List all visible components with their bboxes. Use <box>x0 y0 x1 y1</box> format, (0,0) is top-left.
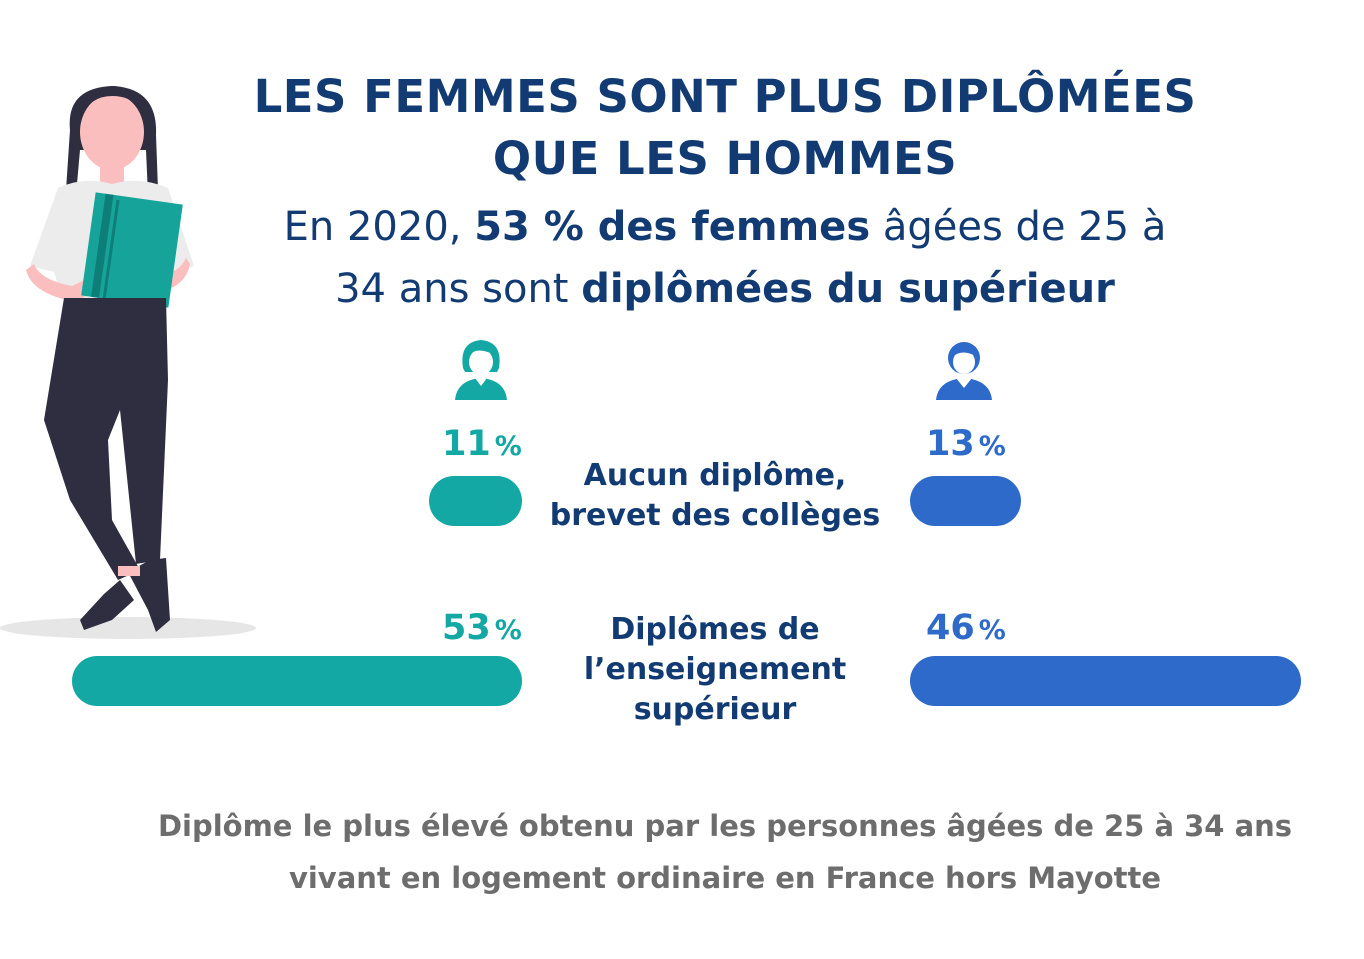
woman-icon <box>455 340 507 400</box>
category-line: brevet des collèges <box>549 498 881 533</box>
category-line: supérieur <box>633 692 797 727</box>
value-label-women-aucun: 11% <box>442 424 522 464</box>
woman-with-book-illustration <box>0 86 256 639</box>
page-title: LES FEMMES SONT PLUS DIPLÔMÉES QUE LES H… <box>220 66 1230 190</box>
subtitle-line-1: En 2020, 53 % des femmes âgées de 25 à <box>200 196 1250 258</box>
subtitle-text: 34 ans sont <box>335 266 582 312</box>
value-label-women-superieur: 53% <box>442 608 522 648</box>
source-note: Diplôme le plus élevé obtenu par les per… <box>90 800 1360 904</box>
title-line-2: QUE LES HOMMES <box>492 132 958 185</box>
subtitle-emphasis: diplômées du supérieur <box>581 266 1115 312</box>
note-line-1: Diplôme le plus élevé obtenu par les per… <box>157 809 1293 843</box>
title-line-1: LES FEMMES SONT PLUS DIPLÔMÉES <box>253 70 1197 123</box>
subtitle: En 2020, 53 % des femmes âgées de 25 à 3… <box>200 196 1250 320</box>
category-label-superieur: Diplômes de l’enseignement supérieur <box>540 610 890 730</box>
bar-men-aucun <box>910 476 1021 526</box>
subtitle-line-2: 34 ans sont diplômées du supérieur <box>200 258 1250 320</box>
shoe <box>80 580 134 630</box>
bar-women-superieur <box>71 656 522 706</box>
bar-women-aucun <box>428 476 522 526</box>
subtitle-text: En 2020, <box>283 204 475 250</box>
subtitle-emphasis: 53 % des femmes <box>474 204 871 250</box>
category-line: Aucun diplôme, <box>583 458 847 493</box>
man-icon <box>936 342 992 400</box>
pants <box>44 298 168 580</box>
bar-men-superieur <box>910 656 1301 706</box>
category-label-aucun: Aucun diplôme, brevet des collèges <box>540 456 890 536</box>
category-line: l’enseignement <box>583 652 847 687</box>
floor-shadow <box>0 617 256 639</box>
shoe <box>128 558 170 632</box>
value-label-men-aucun: 13% <box>926 424 1006 464</box>
face <box>80 94 144 170</box>
book-icon <box>81 192 183 308</box>
value-label-men-superieur: 46% <box>926 608 1006 648</box>
subtitle-text: âgées de 25 à <box>870 204 1167 250</box>
category-line: Diplômes de <box>610 612 820 647</box>
note-line-2: vivant en logement ordinaire en France h… <box>288 861 1162 895</box>
